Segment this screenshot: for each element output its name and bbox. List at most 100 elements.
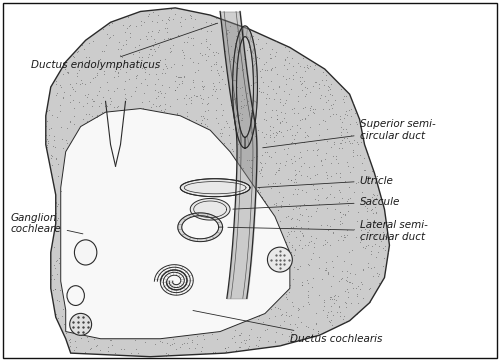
Point (302, 173, 310, 178)
Point (336, 116, 344, 122)
Point (280, 115, 287, 121)
Point (262, 149, 270, 155)
Point (189, 79, 197, 85)
Point (83, 334, 91, 340)
Point (108, 20, 116, 26)
Point (236, 110, 244, 116)
Point (262, 40, 270, 46)
Point (42, 136, 50, 142)
Point (334, 293, 342, 299)
Point (107, 337, 115, 343)
Point (174, 32, 182, 38)
Point (330, 293, 338, 299)
Point (275, 165, 283, 171)
Point (381, 233, 389, 239)
Point (362, 208, 370, 214)
Point (104, 348, 112, 354)
Point (255, 185, 263, 191)
Point (300, 78, 308, 84)
Point (259, 89, 267, 95)
Point (290, 136, 298, 142)
Point (158, 339, 166, 345)
Point (58, 313, 66, 319)
Point (199, 113, 207, 119)
Point (122, 96, 130, 102)
Point (340, 234, 348, 239)
Point (125, 23, 133, 29)
Point (65, 344, 73, 350)
Point (42, 138, 50, 143)
Point (304, 213, 312, 219)
Point (142, 34, 150, 39)
Point (327, 160, 335, 166)
Point (328, 258, 336, 264)
Point (154, 29, 162, 35)
Point (164, 66, 172, 71)
Point (309, 326, 317, 332)
Point (160, 25, 168, 31)
Point (149, 43, 157, 48)
Point (189, 24, 197, 30)
Point (326, 227, 334, 232)
Point (99, 94, 107, 100)
Point (322, 195, 330, 201)
Point (194, 68, 202, 73)
Point (314, 146, 322, 152)
Point (78, 58, 86, 64)
Point (367, 251, 375, 257)
Point (68, 137, 76, 143)
Point (70, 121, 78, 127)
Point (248, 39, 256, 44)
Point (56, 108, 64, 114)
Point (315, 84, 323, 90)
Point (152, 82, 160, 87)
Point (264, 338, 272, 344)
Point (204, 94, 212, 100)
Point (318, 185, 326, 191)
Point (203, 116, 211, 122)
Point (255, 337, 263, 343)
Point (216, 101, 224, 107)
Point (246, 157, 254, 163)
Point (272, 90, 280, 96)
Point (305, 240, 313, 245)
Point (212, 86, 220, 91)
Point (271, 64, 279, 70)
Point (151, 39, 159, 45)
Point (276, 322, 284, 327)
Point (267, 55, 275, 61)
Point (337, 140, 345, 146)
Point (288, 123, 296, 129)
Point (242, 338, 250, 343)
Point (203, 123, 211, 129)
Point (342, 93, 349, 99)
Point (132, 75, 140, 81)
Point (329, 312, 337, 318)
Point (269, 180, 277, 186)
Point (146, 47, 154, 52)
Point (103, 79, 111, 85)
Point (196, 119, 204, 125)
Point (247, 165, 255, 171)
Point (246, 82, 254, 87)
Point (354, 300, 362, 306)
Point (310, 244, 318, 250)
Point (55, 299, 63, 304)
Point (121, 30, 129, 35)
Point (252, 73, 260, 79)
Point (166, 45, 174, 51)
Point (358, 139, 366, 145)
Point (350, 226, 358, 232)
Point (281, 162, 289, 168)
Point (286, 321, 294, 327)
Point (288, 242, 296, 248)
Point (336, 233, 344, 239)
Point (208, 349, 216, 355)
Point (240, 337, 248, 343)
Point (338, 276, 345, 282)
Point (330, 194, 338, 200)
Point (156, 338, 164, 344)
Point (320, 243, 328, 248)
Point (290, 105, 298, 111)
Point (304, 165, 312, 170)
